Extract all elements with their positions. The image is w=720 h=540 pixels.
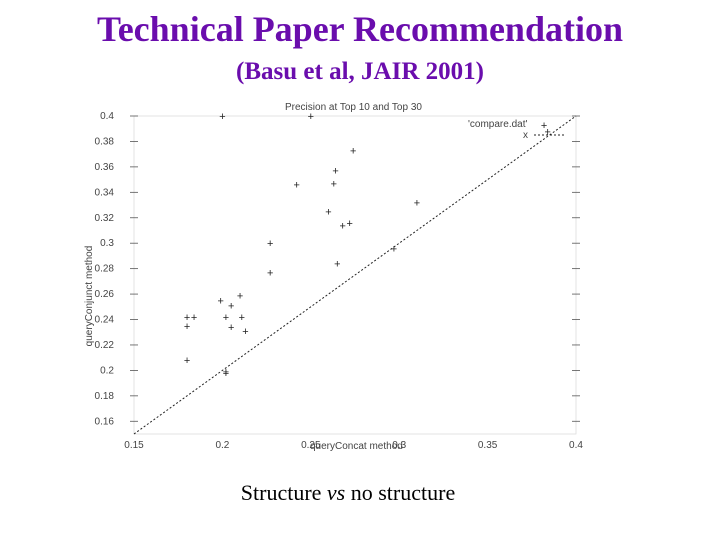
data-point: +: [350, 146, 357, 158]
data-point: +: [191, 313, 198, 325]
data-point: +: [228, 323, 235, 335]
data-point: +: [293, 181, 300, 193]
caption-vs: vs: [326, 480, 346, 505]
y-tick-label: 0.28: [95, 264, 115, 275]
data-point: +: [391, 244, 398, 256]
x-tick-label: 0.35: [478, 440, 498, 451]
data-point: +: [223, 369, 230, 381]
data-point: +: [339, 221, 346, 233]
slide-subtitle: (Basu et al, JAIR 2001): [236, 58, 484, 85]
x-tick-label: 0.2: [215, 440, 229, 451]
x-tick-label: 0.4: [569, 440, 583, 451]
y-tick-label: 0.2: [100, 365, 114, 376]
data-point: +: [346, 219, 353, 231]
data-point: +: [223, 368, 230, 380]
plot-area-border: [133, 115, 577, 435]
data-point: +: [307, 112, 314, 124]
legend-marker-plus: +: [541, 121, 548, 133]
slide-title: Technical Paper Recommendation: [97, 9, 623, 49]
y-tick-label: 0.18: [95, 391, 115, 402]
y-tick-label: 0.32: [95, 213, 115, 224]
caption-post: no structure: [345, 480, 456, 505]
y-tick-label: 0.34: [95, 187, 115, 198]
x-tick-label: 0.25: [301, 440, 321, 451]
legend: 'compare.dat' + x: [468, 119, 564, 141]
data-point: +: [267, 268, 274, 280]
caption-pre: Structure: [240, 480, 327, 505]
plot-frame: [133, 115, 577, 435]
data-point: +: [217, 296, 224, 308]
x-axis-ticks: 0.15 0.2 0.25 0.3 0.35 0.4: [124, 440, 583, 451]
data-point: +: [223, 313, 230, 325]
data-point: +: [184, 322, 191, 334]
data-point: +: [239, 313, 246, 325]
data-point: +: [219, 112, 226, 124]
data-point: +: [414, 198, 421, 210]
data-point: +: [330, 179, 337, 191]
data-point: +: [544, 127, 551, 139]
data-point: +: [184, 313, 191, 325]
x-tick-label: 0.15: [124, 440, 144, 451]
data-point: +: [334, 260, 341, 272]
data-point: +: [242, 327, 249, 339]
data-point: +: [267, 239, 274, 251]
y-axis-label: queryConjunct method: [84, 246, 95, 347]
x-tick-label: 0.3: [392, 440, 406, 451]
series-points: ++++ ++++ ++ + ++ ++++ +++++++++++: [184, 112, 551, 381]
series-line-x: [133, 115, 577, 435]
data-point: +: [228, 302, 235, 314]
y-tick-label: 0.3: [100, 238, 114, 249]
data-point: +: [325, 207, 332, 219]
data-point: +: [184, 356, 191, 368]
data-point: +: [237, 291, 244, 303]
y-tick-label: 0.24: [95, 315, 115, 326]
y-tick-label: 0.4: [100, 111, 114, 122]
slide-caption: Structure vs no structure: [0, 480, 696, 506]
chart-title: Precision at Top 10 and Top 30: [285, 102, 422, 113]
y-tick-label: 0.16: [95, 416, 115, 427]
y-tick-label: 0.38: [95, 136, 115, 147]
legend-label-x: x: [523, 130, 528, 141]
y-axis-ticks: 0.16 0.18 0.2 0.22 0.24 0.26 0.28 0.3 0.32 0.34 0.…: [95, 111, 580, 427]
x-axis-label: queryConcat method: [310, 441, 403, 452]
scatter-chart: 0.16 0.18 0.2 0.22 0.24 0.26 0.28 0.3 0.32 0.34 0.…: [84, 102, 583, 452]
legend-label-compare: 'compare.dat': [468, 119, 527, 130]
y-tick-label: 0.36: [95, 162, 115, 173]
data-point: +: [332, 167, 339, 179]
y-tick-label: 0.22: [95, 340, 115, 351]
y-tick-label: 0.26: [95, 289, 115, 300]
